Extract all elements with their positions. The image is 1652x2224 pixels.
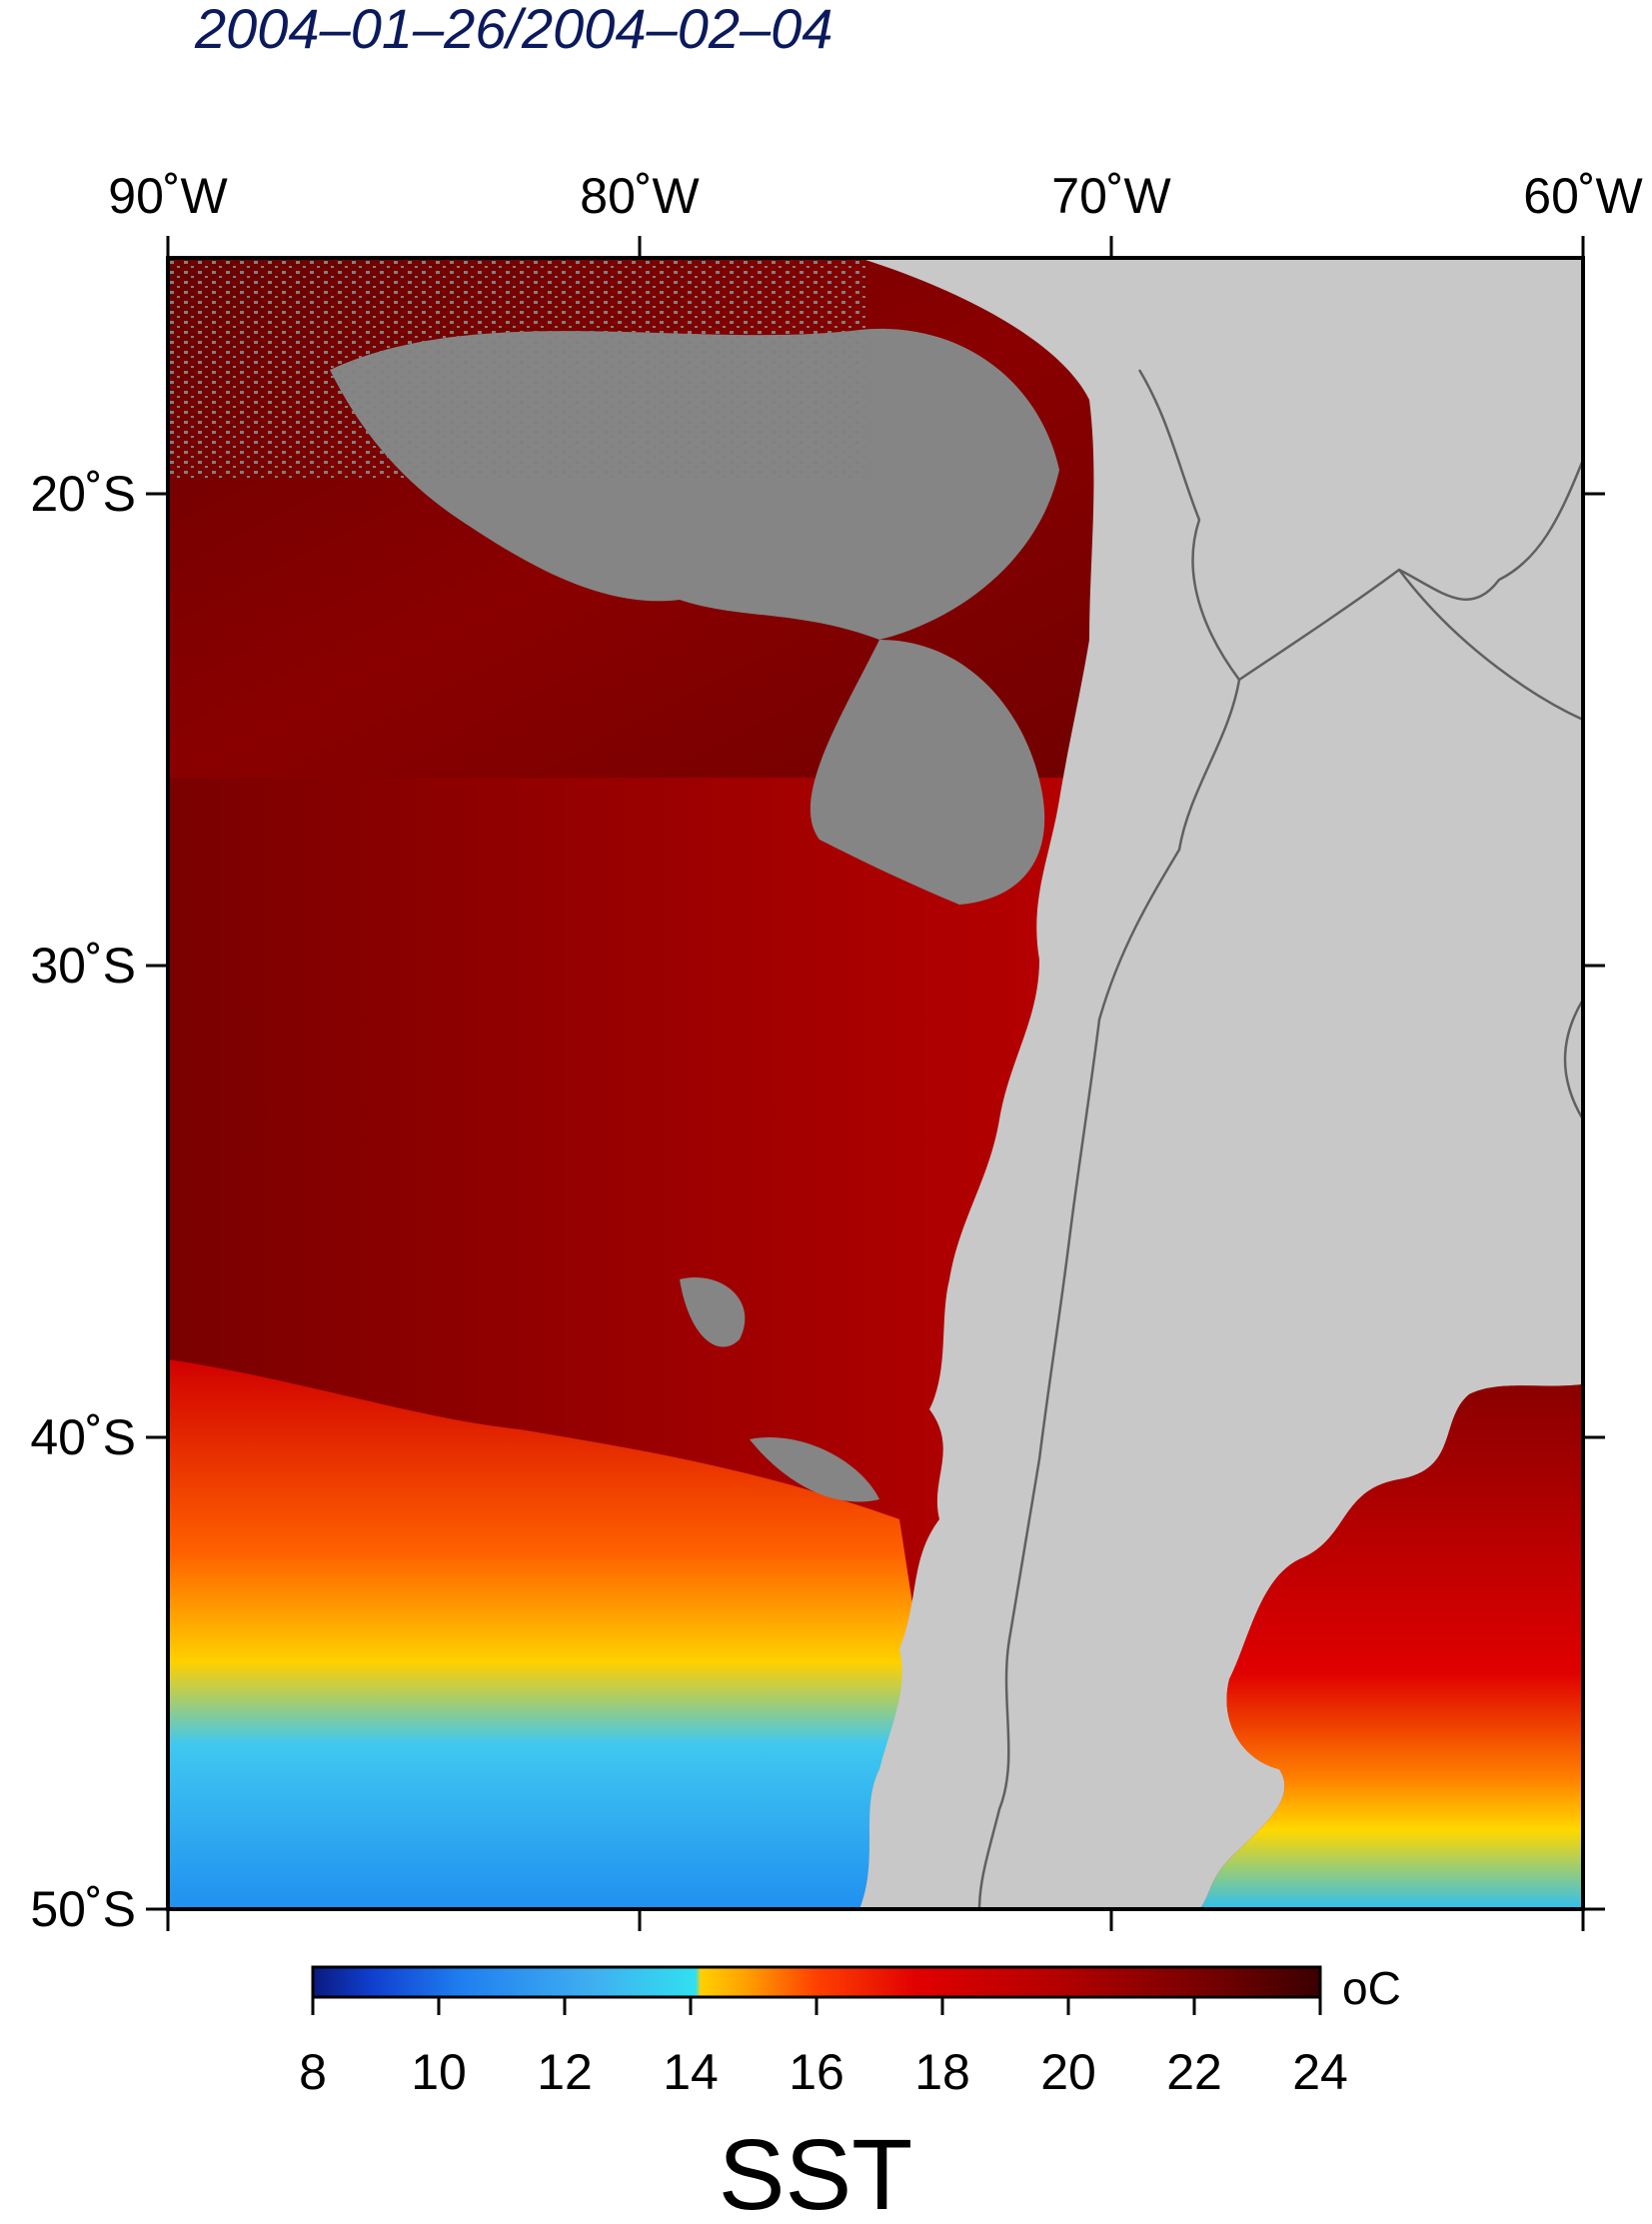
- land-south-america: [859, 258, 1583, 1909]
- no-data-region-north-2: [810, 640, 1045, 905]
- country-border-chile-argentina: [977, 369, 1241, 1909]
- lon-tick-label: 90˚W: [108, 168, 228, 224]
- no-data-patch-central: [680, 1277, 746, 1347]
- ocean-south: [168, 1359, 959, 1909]
- colorbar-tick-label: 18: [914, 2044, 970, 2100]
- no-data-speckle: [168, 258, 867, 478]
- lat-tick-label: 50˚S: [30, 1881, 136, 1937]
- colorbar-tick-label: 16: [789, 2044, 844, 2100]
- sst-field: [168, 258, 1583, 1909]
- lon-tick-label: 70˚W: [1051, 168, 1171, 224]
- colorbar: [311, 1965, 1322, 1999]
- colorbar-tick-label: 24: [1292, 2044, 1348, 2100]
- colorbar-ticks: 8 10 12 14 16 18 20 22 24: [299, 1997, 1348, 2100]
- map-frame: [166, 256, 1585, 1911]
- lat-tick-label: 40˚S: [30, 1409, 136, 1465]
- colorbar-tick-label: 10: [411, 2044, 467, 2100]
- country-border-paraguay: [1398, 569, 1583, 722]
- latitude-axis: 20˚S 30˚S 40˚S 50˚S: [30, 466, 1605, 1937]
- colorbar-unit: oC: [1342, 1962, 1401, 2014]
- country-border-bolivia: [1238, 459, 1583, 682]
- variable-label: SST: [719, 2119, 912, 2224]
- colorbar-tick-label: 14: [663, 2044, 719, 2100]
- colorbar-tick-label: 22: [1166, 2044, 1222, 2100]
- lat-tick-label: 20˚S: [30, 466, 136, 522]
- ocean-atlantic: [1199, 1384, 1583, 1909]
- no-data-patch-south: [750, 1437, 879, 1502]
- map-title: 2004–01–26/2004–02–04: [194, 0, 832, 60]
- colorbar-tick-label: 8: [299, 2044, 327, 2100]
- lon-tick-label: 80˚W: [580, 168, 700, 224]
- longitude-axis: 90˚W 80˚W 70˚W 60˚W: [108, 168, 1644, 1931]
- lat-tick-label: 30˚S: [30, 938, 136, 994]
- colorbar-tick-label: 12: [537, 2044, 593, 2100]
- colorbar-tick-label: 20: [1040, 2044, 1096, 2100]
- country-border-brazil: [1563, 999, 1583, 1120]
- lon-tick-label: 60˚W: [1523, 168, 1643, 224]
